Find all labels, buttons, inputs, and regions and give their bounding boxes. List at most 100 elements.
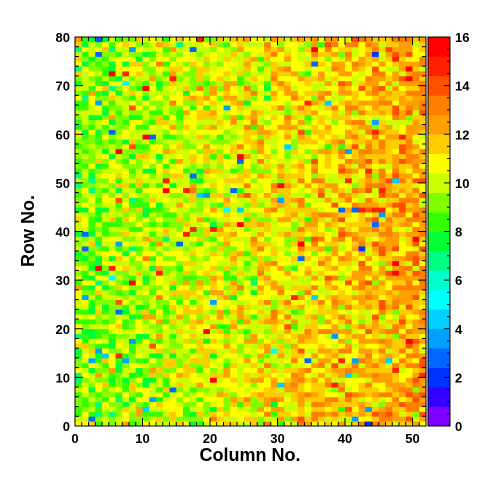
heatmap-cell (129, 241, 137, 247)
heatmap-cell (122, 255, 130, 262)
heatmap-cell (88, 304, 96, 310)
heatmap-cell (311, 406, 319, 412)
heatmap-cell (297, 406, 305, 412)
heatmap-cell (324, 95, 332, 101)
heatmap-cell (216, 207, 224, 213)
heatmap-cell (385, 231, 393, 237)
heatmap-cell (264, 153, 272, 159)
heatmap-cell (345, 382, 353, 388)
heatmap-cell (135, 357, 143, 364)
heatmap-cell (392, 192, 400, 198)
heatmap-cell (297, 71, 305, 77)
heatmap-cell (297, 212, 305, 218)
heatmap-cell (102, 61, 110, 67)
heatmap-cell (176, 411, 184, 417)
heatmap-cell (162, 178, 170, 184)
heatmap-cell (95, 56, 103, 62)
heatmap-cell (196, 114, 204, 121)
heatmap-cell (183, 114, 191, 121)
heatmap-cell (135, 148, 143, 155)
heatmap-cell (81, 134, 89, 140)
heatmap-cell (169, 95, 177, 101)
heatmap-cell (385, 314, 393, 320)
heatmap-cell (257, 207, 265, 213)
heatmap-cell (203, 391, 211, 398)
heatmap-cell (270, 71, 278, 77)
heatmap-cell (183, 338, 191, 344)
heatmap-cell (297, 56, 305, 62)
heatmap-cell (75, 401, 83, 407)
heatmap-cell (135, 56, 143, 62)
heatmap-cell (122, 353, 130, 359)
heatmap-cell (102, 212, 110, 218)
heatmap-cell (210, 105, 218, 111)
heatmap-cell (372, 148, 380, 155)
color-palette-swatch (428, 309, 450, 330)
heatmap-cell (277, 304, 285, 310)
heatmap-cell (216, 231, 224, 237)
heatmap-cell (277, 338, 285, 344)
heatmap-cell (156, 212, 164, 218)
heatmap-cell (203, 202, 211, 208)
heatmap-cell (284, 357, 292, 364)
heatmap-cell (304, 275, 312, 281)
heatmap-cell (176, 328, 184, 335)
heatmap-cell (304, 163, 312, 169)
heatmap-cell (196, 416, 204, 422)
heatmap-cell (88, 231, 96, 237)
heatmap-cell (264, 119, 272, 125)
heatmap-cell (183, 134, 191, 140)
heatmap-cell (149, 207, 157, 213)
heatmap-cell (324, 333, 332, 339)
heatmap-cell (257, 212, 265, 218)
heatmap-cell (75, 109, 83, 116)
heatmap-cell (257, 372, 265, 378)
heatmap-cell (176, 294, 184, 300)
heatmap-cell (392, 387, 400, 393)
heatmap-cell (270, 100, 278, 106)
heatmap-cell (324, 109, 332, 116)
heatmap-cell (385, 323, 393, 330)
heatmap-cell (405, 192, 413, 198)
heatmap-cell (156, 362, 164, 369)
heatmap-cell (304, 387, 312, 393)
heatmap-cell (291, 51, 299, 57)
heatmap-cell (378, 46, 386, 52)
heatmap-cell (162, 66, 170, 72)
heatmap-cell (196, 289, 204, 296)
heatmap-cell (331, 236, 339, 242)
heatmap-cell (291, 333, 299, 339)
heatmap-cell (169, 411, 177, 417)
heatmap-cell (345, 221, 353, 228)
heatmap-cell (216, 333, 224, 339)
heatmap-cell (392, 80, 400, 87)
heatmap-cell (183, 207, 191, 213)
heatmap-cell (284, 343, 292, 349)
heatmap-cell (129, 387, 137, 393)
heatmap-cell (291, 207, 299, 213)
heatmap-cell (351, 148, 359, 155)
heatmap-cell (412, 119, 420, 125)
heatmap-cell (183, 348, 191, 354)
heatmap-cell (88, 139, 96, 145)
heatmap-cell (284, 236, 292, 242)
heatmap-cell (122, 411, 130, 417)
heatmap-cell (156, 250, 164, 257)
heatmap-cell (115, 353, 123, 359)
heatmap-cell (331, 309, 339, 315)
heatmap-cell (243, 90, 251, 96)
heatmap-cell (264, 260, 272, 266)
heatmap-cell (216, 187, 224, 193)
heatmap-cell (365, 357, 373, 364)
heatmap-cell (108, 61, 116, 67)
heatmap-cell (169, 333, 177, 339)
heatmap-cell (237, 168, 245, 174)
heatmap-cell (419, 401, 427, 407)
heatmap-cell (115, 396, 123, 403)
heatmap-cell (223, 124, 231, 130)
heatmap-cell (250, 357, 258, 364)
heatmap-cell (351, 114, 359, 121)
heatmap-cell (311, 255, 319, 262)
heatmap-cell (243, 119, 251, 125)
heatmap-cell (189, 411, 197, 417)
